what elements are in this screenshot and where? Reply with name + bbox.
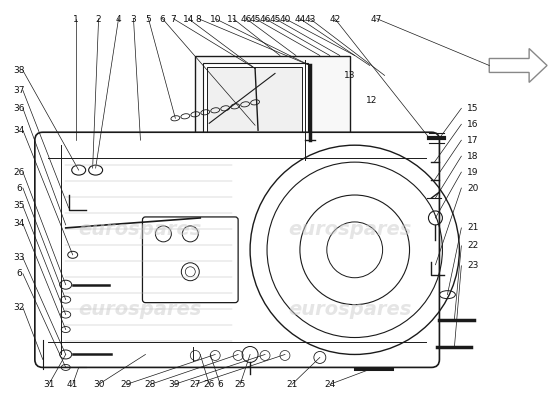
Text: 15: 15	[468, 104, 479, 113]
Text: 16: 16	[468, 120, 479, 129]
Text: 19: 19	[468, 168, 479, 176]
Text: 32: 32	[13, 303, 25, 312]
Text: 38: 38	[13, 66, 25, 75]
FancyBboxPatch shape	[142, 217, 238, 303]
Text: 34: 34	[13, 220, 25, 228]
Text: 37: 37	[13, 86, 25, 95]
Text: 22: 22	[468, 241, 478, 250]
Text: 21: 21	[286, 380, 298, 389]
Text: 23: 23	[468, 261, 478, 270]
Text: 6: 6	[217, 380, 223, 389]
Text: 24: 24	[324, 380, 336, 389]
Text: 14: 14	[183, 15, 194, 24]
Text: 43: 43	[304, 15, 316, 24]
Text: 1: 1	[73, 15, 79, 24]
Text: eurospares: eurospares	[288, 220, 411, 239]
Text: 40: 40	[279, 15, 290, 24]
Text: 30: 30	[93, 380, 104, 389]
Text: 27: 27	[190, 380, 201, 389]
Text: eurospares: eurospares	[79, 220, 202, 239]
FancyBboxPatch shape	[195, 56, 350, 165]
Text: 42: 42	[329, 15, 340, 24]
Text: 26: 26	[13, 168, 25, 176]
Text: 26: 26	[204, 380, 215, 389]
Text: 34: 34	[13, 126, 25, 135]
Text: 2: 2	[96, 15, 101, 24]
Text: 41: 41	[67, 380, 79, 389]
Text: 39: 39	[169, 380, 180, 389]
Text: 6: 6	[160, 15, 165, 24]
FancyBboxPatch shape	[204, 64, 308, 153]
Text: 17: 17	[468, 136, 479, 145]
Text: eurospares: eurospares	[288, 300, 411, 319]
Text: 46: 46	[260, 15, 271, 24]
Text: 6: 6	[16, 269, 22, 278]
Text: 7: 7	[170, 15, 176, 24]
Text: 11: 11	[227, 15, 239, 24]
Text: 6: 6	[16, 184, 22, 192]
Text: 8: 8	[195, 15, 201, 24]
Text: 13: 13	[344, 71, 355, 80]
Text: 25: 25	[234, 380, 246, 389]
Text: eurospares: eurospares	[79, 300, 202, 319]
Text: 21: 21	[468, 224, 478, 232]
Text: 12: 12	[366, 96, 377, 105]
Text: 28: 28	[145, 380, 156, 389]
Text: 18: 18	[468, 152, 479, 161]
Text: 10: 10	[210, 15, 221, 24]
Text: 4: 4	[116, 15, 122, 24]
Text: 47: 47	[371, 15, 382, 24]
Text: 45: 45	[270, 15, 280, 24]
Text: 33: 33	[13, 253, 25, 262]
Text: 29: 29	[121, 380, 132, 389]
Text: 36: 36	[13, 104, 25, 113]
FancyBboxPatch shape	[35, 132, 439, 368]
Text: 31: 31	[43, 380, 54, 389]
Text: 5: 5	[146, 15, 151, 24]
Text: 3: 3	[130, 15, 136, 24]
Text: 46: 46	[240, 15, 252, 24]
Text: 44: 44	[294, 15, 306, 24]
FancyBboxPatch shape	[207, 68, 302, 145]
Text: 35: 35	[13, 202, 25, 210]
Text: 20: 20	[468, 184, 478, 192]
Text: 45: 45	[249, 15, 261, 24]
